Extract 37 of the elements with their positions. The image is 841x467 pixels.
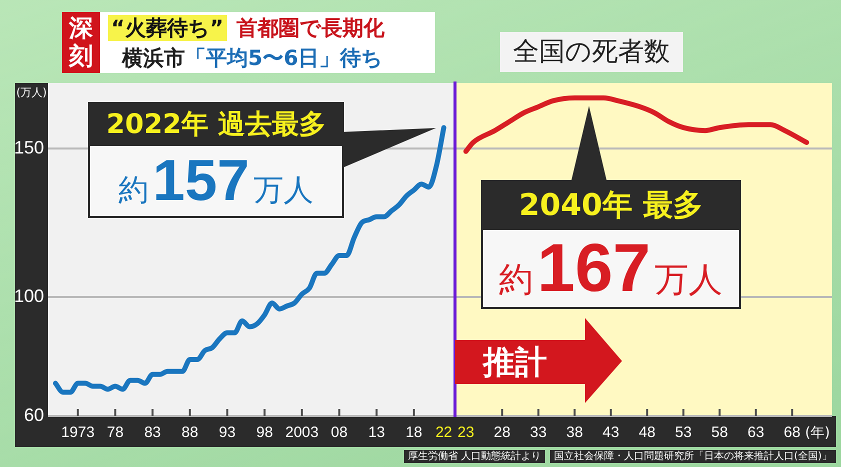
y-axis-title: (万人): [15, 86, 48, 100]
x-tick-label: 83: [144, 424, 161, 442]
x-tick-label: 18: [406, 424, 422, 442]
x-tick-label: 13: [368, 424, 385, 442]
x-tick-label: 58: [711, 424, 728, 442]
x-tick-label: 93: [218, 424, 236, 442]
y-tick-label: 60: [24, 404, 44, 425]
text: 横浜市: [122, 44, 185, 70]
x-tick-label: 43: [602, 424, 620, 442]
x-tick-label: 23: [458, 424, 474, 442]
x-tick-label: 33: [530, 424, 547, 442]
y-tick-label: 100: [14, 286, 44, 306]
text: 「平均5〜6日」待ち: [185, 44, 384, 70]
annotation: 2040年 最多: [483, 182, 739, 230]
text: 国立社会保障・人口問題研究所「日本の将来推計人口(全国)」: [550, 450, 836, 463]
y-tick-label: 150: [14, 137, 44, 158]
x-tick-label: 48: [638, 424, 656, 442]
annotation: 推計: [483, 342, 547, 382]
x-tick-label: 53: [675, 424, 692, 442]
x-tick-label: 1973: [61, 424, 95, 442]
x-tick-label: 2003: [285, 424, 319, 442]
text: 厚生労働省 人口動態統計より: [404, 450, 546, 463]
x-tick-label: 63: [748, 424, 764, 442]
x-tick-label: 88: [182, 424, 198, 442]
text: 深刻: [69, 14, 93, 70]
x-axis-title: (年): [805, 424, 830, 442]
x-tick-label: 68: [784, 424, 800, 442]
x-tick-label: 38: [566, 424, 583, 442]
text: “火葬待ち”: [108, 14, 227, 40]
x-tick-label: 98: [256, 424, 273, 442]
x-tick-label: 78: [106, 424, 124, 442]
annotation: 2022年 過去最多: [90, 104, 342, 146]
x-tick-label: 28: [494, 424, 510, 442]
x-tick-label: 22: [435, 424, 452, 442]
chart-title: 全国の死者数: [500, 32, 683, 72]
x-tick-label: 08: [330, 424, 348, 442]
text: 首都圏で長期化: [236, 14, 385, 40]
